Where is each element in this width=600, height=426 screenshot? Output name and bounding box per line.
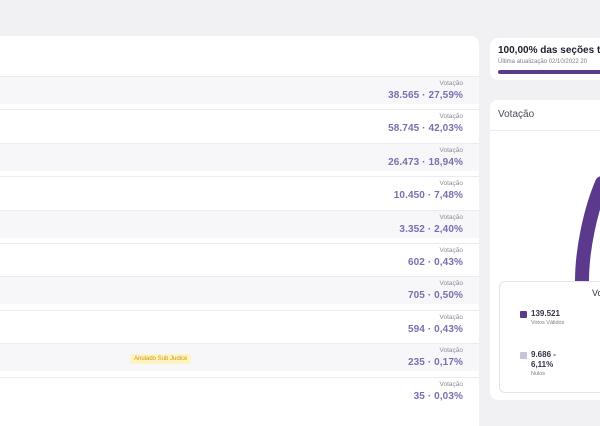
candidate-row[interactable]: Votação 58.745 · 42,03% (0, 109, 479, 138)
candidate-row[interactable]: Votação 35 · 0,03% (0, 376, 479, 405)
candidate-row[interactable]: Anulado Sub Judice Votação 235 · 0,17% (0, 343, 479, 372)
vote-value: 38.565 · 27,59% (388, 90, 463, 101)
candidates-panel: Votação 38.565 · 27,59% Votação 58.745 ·… (0, 36, 479, 426)
vote-label: Votação (439, 180, 464, 188)
vote-label: Votação (439, 213, 464, 221)
vote-label: Votação (439, 246, 464, 254)
valid-votes-arc (575, 176, 600, 281)
vote-value: 26.473 · 18,94% (388, 156, 463, 168)
valid-count: 139.521 (531, 309, 560, 318)
vote-label: Votação (439, 313, 464, 321)
candidate-row[interactable]: Votação 3.352 · 2,40% (0, 209, 479, 238)
valid-caption: Votos Válidos (531, 320, 565, 326)
candidate-row[interactable]: Votação 26.473 · 18,94% (0, 142, 479, 171)
vote-label: Votação (439, 113, 464, 121)
sections-progress-card: 100,00% das seções to Última atualização… (490, 38, 600, 80)
null-caption: Nulos (531, 371, 546, 377)
vote-summary-card: Votação Vo 139.521 Votos Válidos 9.686 -… (490, 100, 600, 400)
vote-label: Votação (439, 146, 464, 154)
candidate-row[interactable]: Votação 10.450 · 7,48% (0, 176, 479, 205)
vote-value: 705 · 0,50% (407, 290, 463, 302)
vote-value: 235 · 0,17% (407, 357, 463, 369)
candidate-row[interactable]: Votação 594 · 0,43% (0, 309, 479, 338)
vote-summary-title: Votação (498, 109, 535, 120)
vote-value: 35 · 0,03% (413, 390, 463, 402)
candidate-row[interactable]: Votação 705 · 0,50% (0, 276, 479, 305)
last-update: Última atualização 02/10/2022 20 (498, 59, 588, 65)
null-percent: 6,11% (531, 360, 554, 369)
valid-swatch (520, 311, 527, 318)
vote-value: 10.450 · 7,48% (393, 190, 463, 202)
null-swatch (520, 352, 527, 359)
sections-progress-bar (498, 70, 600, 74)
divider (490, 130, 600, 131)
vote-label: Votação (439, 380, 464, 388)
sub-judice-badge: Anulado Sub Judice (130, 354, 192, 365)
vote-label: Votação (439, 80, 464, 87)
candidate-row[interactable]: Votação 38.565 · 27,59% (0, 76, 479, 104)
sections-title: 100,00% das seções to (498, 45, 600, 56)
vote-value: 594 · 0,43% (407, 323, 463, 335)
candidate-row[interactable]: Votação 602 · 0,43% (0, 242, 479, 271)
vote-label: Votação (439, 280, 464, 288)
candidate-list: Votação 38.565 · 27,59% Votação 58.745 ·… (0, 76, 479, 410)
vote-legend: Vo 139.521 Votos Válidos 9.686 - 6,11% N… (499, 281, 600, 393)
legend-title: Vo (592, 288, 600, 298)
sections-progress-fill (498, 70, 600, 74)
vote-label: Votação (439, 347, 464, 355)
vote-value: 3.352 · 2,40% (399, 223, 463, 235)
vote-value: 58.745 · 42,03% (388, 123, 463, 135)
vote-value: 602 · 0,43% (407, 256, 463, 268)
null-count: 9.686 - (531, 350, 556, 359)
vote-donut-chart (575, 176, 600, 281)
